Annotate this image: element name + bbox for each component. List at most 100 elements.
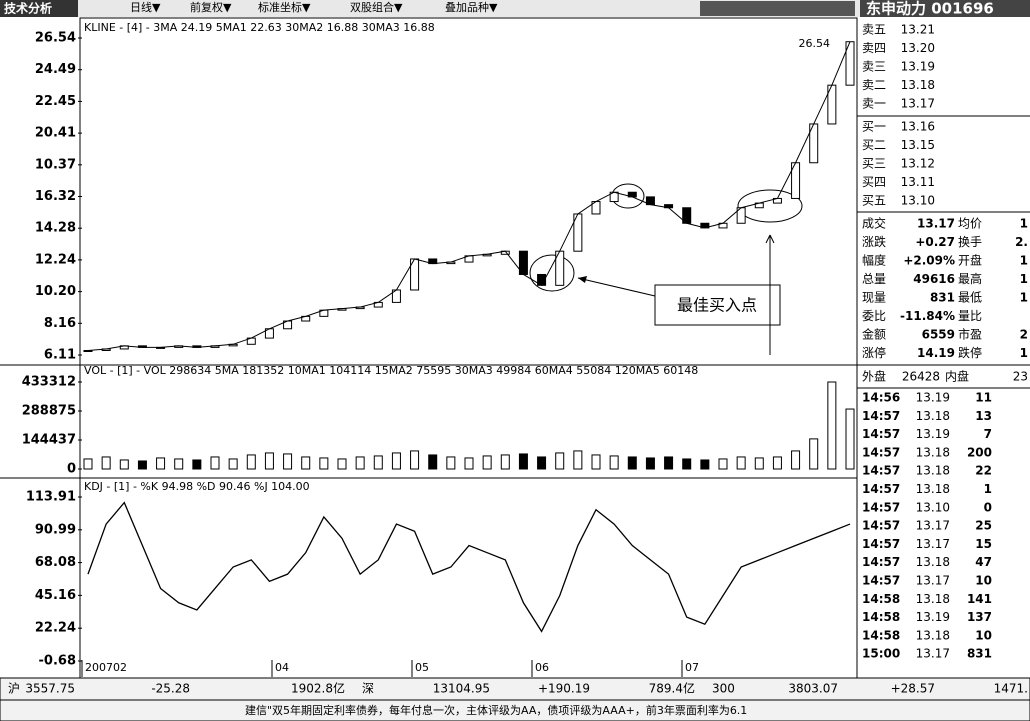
menu-item: 双股组合▼ bbox=[350, 0, 403, 14]
tick-price: 13.17 bbox=[916, 647, 950, 661]
volume-bar bbox=[645, 457, 655, 470]
stat-name: 涨跌 bbox=[862, 234, 886, 249]
volume-bar bbox=[101, 456, 111, 470]
kdj-label: 22.24 bbox=[35, 621, 76, 636]
tick-volume: 200 bbox=[967, 445, 992, 459]
tick-volume: 13 bbox=[975, 409, 992, 423]
volume-bar bbox=[537, 456, 547, 470]
annotation: 最佳买入点 bbox=[677, 296, 757, 315]
peak-label: 26.54 bbox=[799, 37, 831, 50]
price-label: 20.41 bbox=[35, 126, 76, 141]
volume-bar bbox=[736, 456, 746, 470]
date-label: 05 bbox=[415, 661, 429, 674]
volume-bar bbox=[627, 456, 637, 470]
volume-bar bbox=[355, 456, 365, 470]
stat-value: 1 bbox=[1020, 217, 1028, 231]
buy-label: 买一 bbox=[862, 120, 886, 134]
price-label: 12.24 bbox=[35, 252, 76, 267]
tick-volume: 141 bbox=[967, 592, 992, 606]
stat-value: 831 bbox=[930, 291, 955, 305]
kline-legend: KLINE - [4] - 3MA 24.19 5MA1 22.63 30MA2… bbox=[84, 21, 435, 34]
date-label: 200702 bbox=[85, 661, 127, 674]
volume-bar bbox=[609, 455, 619, 470]
stat-name: 现量 bbox=[862, 291, 886, 305]
tick-volume: 0 bbox=[984, 500, 992, 514]
circle-mark bbox=[529, 254, 575, 292]
buy-label: 买三 bbox=[862, 157, 886, 171]
stat-value: 1 bbox=[1020, 272, 1028, 286]
stat-name: 跌停 bbox=[958, 345, 982, 360]
tick-time: 14:57 bbox=[862, 555, 900, 569]
sell-price: 13.17 bbox=[901, 97, 935, 111]
stat-value: -11.84% bbox=[900, 309, 955, 323]
volume-bar bbox=[319, 457, 329, 470]
status-item: +190.19 bbox=[538, 682, 590, 696]
kdj-label: -0.68 bbox=[39, 654, 76, 669]
date-label: 06 bbox=[535, 661, 549, 674]
stat-value: 2. bbox=[1015, 235, 1028, 249]
status-item: 1902.8亿 bbox=[291, 681, 345, 696]
volume-bar bbox=[246, 454, 256, 470]
stat-value: +2.09% bbox=[903, 254, 955, 268]
volume-bar bbox=[210, 456, 220, 470]
stat-value: +0.27 bbox=[915, 235, 955, 249]
volume-legend: VOL - [1] - VOL 298634 5MA 181352 10MA1 … bbox=[84, 364, 698, 377]
volume-bar bbox=[192, 459, 202, 470]
volume-bar bbox=[827, 381, 837, 470]
buy-label: 买二 bbox=[862, 138, 886, 152]
volume-bar bbox=[464, 457, 474, 470]
tick-time: 14:57 bbox=[862, 464, 900, 478]
volume-bar bbox=[137, 460, 147, 470]
tick-volume: 10 bbox=[975, 574, 992, 588]
buy-label: 买四 bbox=[862, 175, 886, 189]
volume-bar bbox=[700, 459, 710, 470]
stat-name: 换手 bbox=[958, 235, 982, 249]
tick-volume: 47 bbox=[975, 555, 992, 569]
tick-time: 14:57 bbox=[862, 445, 900, 459]
tick-price: 13.17 bbox=[916, 574, 950, 588]
buy-label: 买五 bbox=[862, 194, 886, 208]
status-item: +28.57 bbox=[891, 682, 935, 696]
tick-volume: 22 bbox=[975, 464, 992, 478]
volume-bar bbox=[809, 438, 819, 470]
sell-price: 13.20 bbox=[901, 41, 935, 55]
volume-bar bbox=[482, 455, 492, 470]
volume-bar bbox=[791, 450, 801, 470]
status-item: 深 bbox=[362, 682, 374, 696]
tick-price: 13.19 bbox=[916, 427, 950, 441]
sell-label: 卖四 bbox=[862, 41, 886, 55]
stat-name: 均价 bbox=[958, 217, 982, 231]
stat-name: 市盈 bbox=[958, 327, 982, 342]
tick-time: 14:57 bbox=[862, 574, 900, 588]
outer-label: 内盘 bbox=[945, 369, 969, 384]
tick-time: 14:57 bbox=[862, 519, 900, 533]
date-label: 07 bbox=[685, 661, 699, 674]
tick-price: 13.18 bbox=[916, 482, 950, 496]
price-label: 16.32 bbox=[35, 189, 76, 204]
volume-bar bbox=[682, 458, 692, 470]
price-label: 10.37 bbox=[35, 157, 76, 172]
tick-price: 13.18 bbox=[916, 592, 950, 606]
volume-label: 0 bbox=[67, 462, 76, 477]
volume-bar bbox=[573, 450, 583, 470]
stat-name: 涨停 bbox=[862, 345, 886, 360]
stat-value: 14.19 bbox=[917, 346, 955, 360]
k-line bbox=[87, 501, 851, 633]
stat-value: 1 bbox=[1020, 291, 1028, 305]
volume-bar bbox=[428, 454, 438, 470]
tick-volume: 1 bbox=[984, 482, 992, 496]
tick-price: 13.18 bbox=[916, 555, 950, 569]
volume-bar bbox=[664, 456, 674, 470]
buy-price: 13.11 bbox=[901, 175, 935, 189]
menu-item: 叠加品种▼ bbox=[445, 0, 498, 14]
circle-mark bbox=[737, 189, 803, 223]
kdj-label: 45.16 bbox=[35, 588, 76, 603]
volume-label: 144437 bbox=[22, 433, 76, 448]
status-item: 789.4亿 bbox=[649, 681, 695, 696]
stat-value: 1 bbox=[1020, 346, 1028, 360]
stat-name: 最低 bbox=[958, 291, 982, 305]
stat-value: 49616 bbox=[913, 272, 955, 286]
volume-bar bbox=[718, 458, 728, 470]
tick-time: 15:00 bbox=[862, 647, 900, 661]
tick-volume: 10 bbox=[975, 628, 992, 642]
